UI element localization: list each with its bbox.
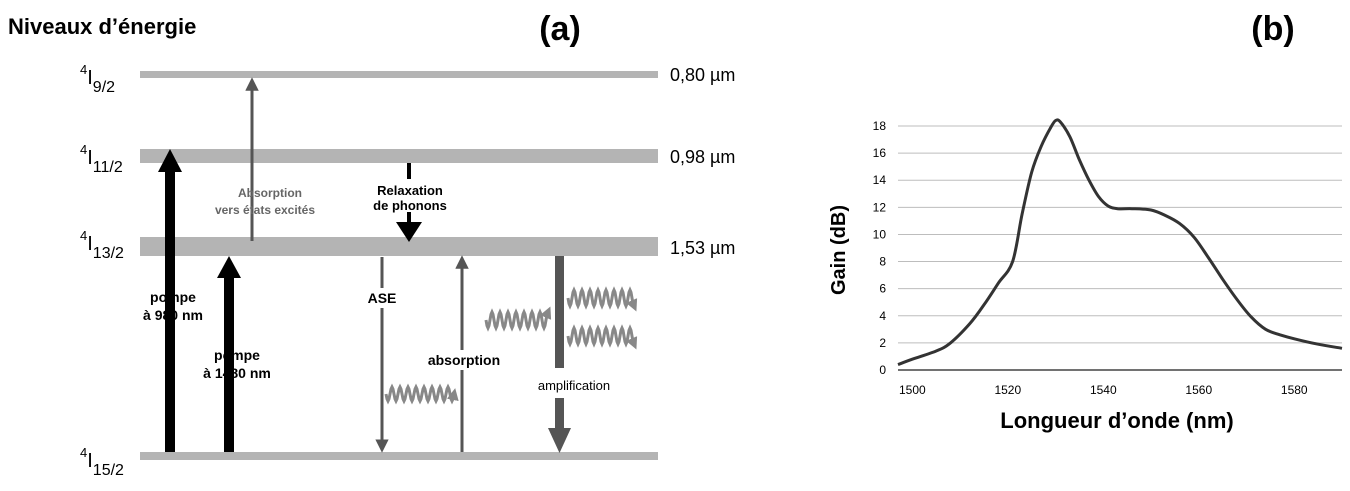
level-bar-15-2 [140,452,658,460]
relax-label-1: Relaxation [377,183,443,198]
x-tick-label-1540: 1540 [1090,383,1117,397]
y-tick-label-0: 0 [879,363,886,377]
absorption-label-bg [420,350,508,370]
level-label-13-2: 4I13/2 [80,228,124,262]
relax-label-2: de phonons [373,198,447,213]
pump-1480-arrow [217,256,241,452]
level-bar-13-2 [140,237,658,256]
ase-label: ASE [368,290,397,306]
level-label-9-2: 4I9/2 [80,62,115,96]
wavelength-label-0-98: 0,98 µm [670,147,735,167]
energy-level-diagram: Niveaux d’énergie (a) 4I9/2 4I11/2 4I13/… [8,10,735,479]
x-tick-label-1520: 1520 [994,383,1021,397]
y-tick-label-6: 6 [879,282,886,296]
y-tick-label-12: 12 [873,200,887,214]
pump-980-arrow [158,149,182,452]
panel-a-title: Niveaux d’énergie [8,14,196,39]
wavelength-label-1-53: 1,53 µm [670,238,735,258]
level-label-11-2: 4I11/2 [80,142,123,176]
incident-photon-wave [484,306,552,332]
esa-label-2: vers états excités [215,203,315,217]
chart-x-tick-labels: 1500 1520 1540 1560 1580 [899,383,1308,397]
level-bar-9-2 [140,71,658,78]
pump-1480-label-1: pompe [214,347,260,363]
phonon-relaxation-arrow [396,163,422,242]
pump-980-label-1: pompe [150,289,196,305]
y-tick-label-10: 10 [873,227,887,241]
x-tick-label-1560: 1560 [1185,383,1212,397]
y-tick-label-14: 14 [873,173,887,187]
y-tick-label-8: 8 [879,255,886,269]
amplification-arrow [548,256,571,453]
gain-chart: (b) 0 2 4 6 8 10 12 14 16 18 1500 1520 1540 1560 1580… [828,10,1343,433]
x-tick-label-1500: 1500 [899,383,926,397]
level-bar-11-2 [140,149,658,163]
chart-y-axis-label: Gain (dB) [828,205,850,295]
x-tick-label-1580: 1580 [1281,383,1308,397]
pump-1480-label-2: à 1480 nm [203,365,271,381]
esa-label-1: Absorption [238,186,302,200]
gain-curve [897,118,1343,367]
absorption-label: absorption [428,352,500,368]
wavelength-label-0-80: 0,80 µm [670,65,735,85]
stimulated-photon-wave-2 [566,324,638,350]
stimulated-photon-wave-1 [566,286,638,312]
y-tick-label-2: 2 [879,336,886,350]
level-label-15-2: 4I15/2 [80,445,124,479]
chart-y-tick-labels: 0 2 4 6 8 10 12 14 16 18 [873,119,887,377]
amplification-label: amplification [538,378,610,393]
pump-980-label-2: à 980 nm [143,307,203,323]
chart-x-axis-label: Longueur d’onde (nm) [1000,408,1233,433]
ase-label-bg [362,288,402,308]
panel-a-label: (a) [539,10,581,48]
panel-b-label: (b) [1251,10,1294,48]
y-tick-label-16: 16 [873,146,887,160]
ase-photon-wave [384,383,459,405]
y-tick-label-4: 4 [879,309,886,323]
chart-gridlines [898,125,1342,344]
y-tick-label-18: 18 [873,119,887,133]
